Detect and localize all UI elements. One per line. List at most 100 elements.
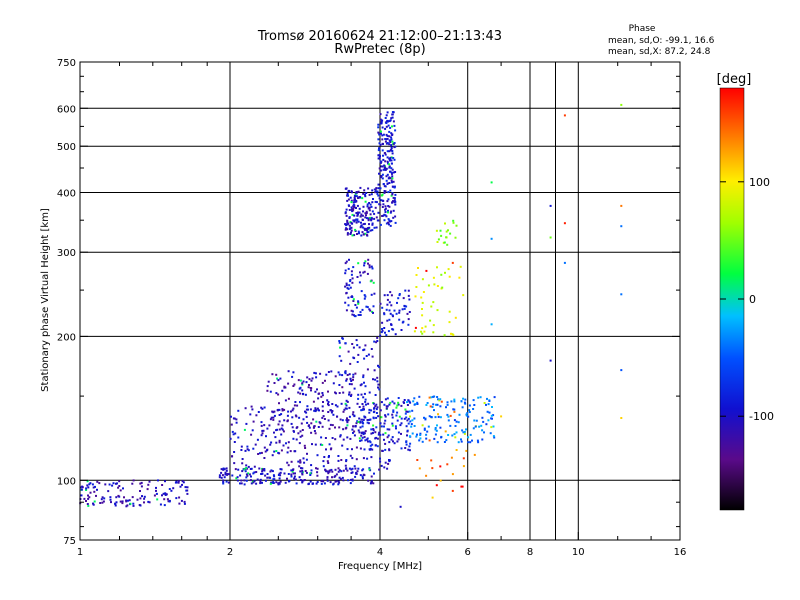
data-point <box>403 399 406 401</box>
data-point <box>299 470 302 473</box>
data-point <box>80 488 83 491</box>
data-point <box>348 383 351 386</box>
data-point <box>388 403 391 406</box>
data-point <box>317 426 320 428</box>
data-point <box>367 258 370 261</box>
data-point <box>278 472 281 475</box>
data-point <box>342 479 345 482</box>
data-point <box>457 421 460 424</box>
data-point <box>263 446 266 449</box>
data-point <box>325 448 327 451</box>
data-point <box>480 424 483 427</box>
data-point <box>349 279 352 281</box>
data-point <box>382 199 385 202</box>
data-point <box>385 133 388 136</box>
data-point <box>363 348 366 351</box>
data-point <box>417 267 419 269</box>
data-point <box>337 480 340 483</box>
data-point <box>341 444 344 447</box>
data-point <box>278 477 281 480</box>
data-point <box>252 420 255 423</box>
data-point <box>353 387 356 390</box>
data-point <box>271 470 274 473</box>
data-point <box>440 234 443 237</box>
data-point <box>385 334 388 337</box>
data-point <box>378 167 381 170</box>
data-point <box>313 371 316 374</box>
data-point <box>416 459 419 461</box>
data-point <box>362 223 365 226</box>
data-point <box>375 216 378 219</box>
data-point <box>355 446 358 449</box>
data-point <box>431 496 434 499</box>
data-point <box>340 470 343 473</box>
data-point <box>386 137 389 140</box>
data-point <box>323 456 326 458</box>
data-point <box>308 482 310 485</box>
data-point <box>449 414 452 417</box>
data-point <box>391 422 394 425</box>
data-point <box>356 402 359 405</box>
data-point <box>388 223 390 226</box>
data-point <box>403 417 406 420</box>
data-point <box>353 434 356 437</box>
data-point <box>451 473 454 476</box>
data-point <box>101 501 104 504</box>
data-point <box>404 447 407 449</box>
data-point <box>346 400 349 403</box>
data-point <box>314 432 317 435</box>
data-point <box>328 443 331 446</box>
data-point <box>314 407 317 410</box>
data-point <box>350 309 353 312</box>
data-point <box>386 173 389 176</box>
data-point <box>320 395 323 398</box>
data-point <box>266 385 269 388</box>
data-point <box>381 329 384 332</box>
data-point <box>359 311 362 314</box>
data-point <box>413 425 416 427</box>
y-tick-label: 100 <box>57 476 76 487</box>
data-point <box>358 207 361 210</box>
data-point <box>355 472 358 475</box>
data-point <box>360 224 363 227</box>
data-point <box>349 454 352 457</box>
data-point <box>389 141 392 144</box>
data-point <box>261 470 264 473</box>
data-point <box>384 160 387 163</box>
data-point <box>446 243 449 246</box>
data-point <box>418 439 421 442</box>
data-point <box>348 406 351 409</box>
data-point <box>366 368 369 371</box>
data-point <box>353 220 356 223</box>
data-point <box>443 441 446 443</box>
data-point <box>301 434 304 437</box>
data-point <box>260 421 263 424</box>
data-point <box>286 477 288 480</box>
data-point <box>393 402 396 405</box>
data-point <box>178 496 181 499</box>
data-point <box>433 409 435 412</box>
data-point <box>477 441 480 444</box>
data-point <box>392 171 395 174</box>
data-point <box>468 409 471 412</box>
data-point <box>353 234 356 237</box>
data-point <box>375 412 378 414</box>
data-point <box>346 228 348 231</box>
data-point <box>352 204 355 206</box>
data-point <box>362 233 365 236</box>
data-point <box>140 485 143 488</box>
data-point <box>388 182 391 184</box>
data-point <box>364 344 367 347</box>
data-point <box>309 387 312 389</box>
data-point <box>392 410 395 413</box>
data-point <box>388 166 391 169</box>
data-point <box>464 402 467 405</box>
data-point <box>370 265 373 268</box>
data-point <box>248 473 251 476</box>
data-point <box>386 135 389 137</box>
data-point <box>303 444 306 447</box>
data-point <box>413 403 416 406</box>
chart-title: Tromsø 20160624 21:12:00–21:13:43 <box>257 29 502 44</box>
data-point <box>284 399 287 402</box>
data-point <box>441 286 444 289</box>
